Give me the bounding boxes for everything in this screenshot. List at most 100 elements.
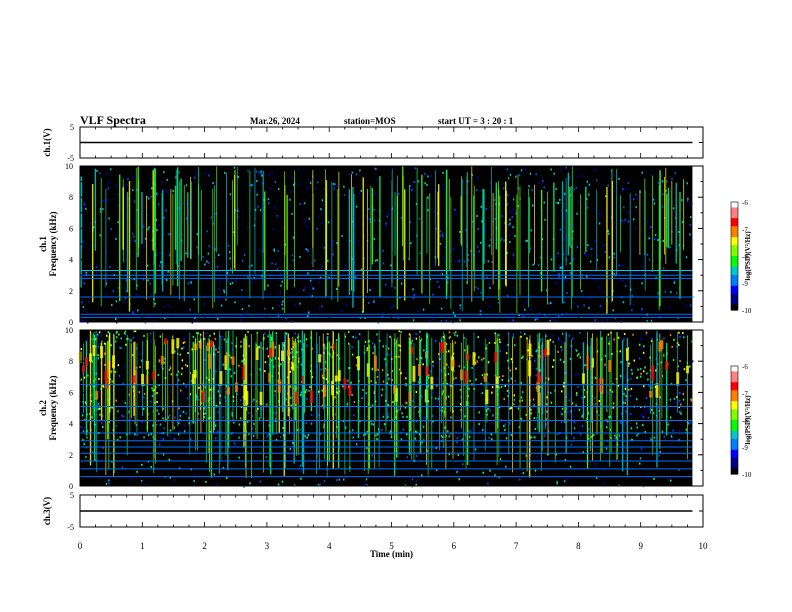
noise-speck <box>541 238 544 241</box>
noise-speck <box>682 398 685 401</box>
noise-speck <box>155 192 158 195</box>
noise-speck <box>347 409 349 412</box>
noise-speck <box>512 319 514 322</box>
noise-speck <box>456 334 459 337</box>
noise-speck <box>108 182 110 185</box>
noise-speck <box>111 303 113 306</box>
noise-speck <box>670 435 673 438</box>
noise-speck <box>364 340 367 343</box>
colorbar-cell <box>731 441 738 445</box>
colorbar-cell <box>731 387 738 391</box>
noise-speck <box>359 420 361 423</box>
noise-speck <box>653 196 656 199</box>
noise-speck <box>417 180 420 183</box>
noise-speck <box>551 334 554 337</box>
noise-speck <box>465 420 468 423</box>
noise-speck <box>389 335 391 338</box>
noise-speck <box>348 342 350 345</box>
colorbar-cell <box>731 468 738 472</box>
noise-speck <box>253 224 256 227</box>
noise-speck <box>377 368 379 371</box>
hiss-blob <box>408 391 412 402</box>
noise-speck <box>678 439 680 442</box>
noise-speck <box>374 167 377 170</box>
colorbar-cell <box>731 283 738 287</box>
noise-speck <box>335 339 338 342</box>
colorbar-cell <box>731 218 738 222</box>
noise-speck <box>675 292 678 295</box>
noise-speck <box>405 382 407 385</box>
noise-speck <box>265 403 268 406</box>
noise-speck <box>432 293 434 296</box>
noise-speck <box>155 423 158 426</box>
colorbar-tick-label: -7 <box>742 226 748 234</box>
noise-speck <box>487 336 489 339</box>
noise-speck <box>503 239 505 242</box>
noise-speck <box>565 166 567 169</box>
noise-speck <box>119 346 121 349</box>
noise-speck <box>97 354 99 357</box>
noise-speck <box>595 279 597 282</box>
noise-speck <box>172 424 175 427</box>
noise-speck <box>532 398 535 401</box>
noise-speck <box>513 394 515 397</box>
noise-speck <box>612 438 615 441</box>
noise-speck <box>228 354 231 357</box>
noise-speck <box>133 200 136 203</box>
noise-speck <box>300 393 302 396</box>
noise-speck <box>585 186 588 189</box>
noise-speck <box>109 339 112 342</box>
hiss-blob <box>331 380 335 396</box>
noise-speck <box>366 349 368 352</box>
noise-speck <box>368 340 371 343</box>
noise-speck <box>525 454 528 457</box>
noise-speck <box>274 206 276 209</box>
noise-speck <box>214 424 217 427</box>
noise-speck <box>543 313 546 316</box>
noise-speck <box>319 276 322 279</box>
noise-speck <box>191 348 194 351</box>
noise-speck <box>307 272 309 275</box>
noise-speck <box>509 222 511 225</box>
noise-speck <box>678 401 681 404</box>
noise-speck <box>422 308 425 311</box>
noise-speck <box>163 217 166 220</box>
noise-speck <box>102 384 104 387</box>
noise-speck <box>279 291 282 294</box>
noise-speck <box>424 416 426 419</box>
noise-speck <box>629 288 632 291</box>
noise-speck <box>156 409 158 412</box>
colorbar-cell <box>731 457 738 462</box>
noise-speck <box>458 469 460 472</box>
noise-speck <box>478 250 480 253</box>
noise-speck <box>653 424 655 427</box>
noise-speck <box>594 422 597 425</box>
colorbar-cell <box>731 307 738 311</box>
noise-speck <box>476 245 479 248</box>
channel-label: ch.1 <box>38 236 48 252</box>
noise-speck <box>186 397 189 400</box>
noise-speck <box>330 335 333 338</box>
noise-speck <box>441 392 443 395</box>
noise-speck <box>251 427 254 430</box>
noise-speck <box>563 238 565 241</box>
noise-speck <box>237 175 239 178</box>
noise-speck <box>384 283 387 286</box>
colorbar-cell <box>731 384 738 389</box>
noise-speck <box>183 430 186 433</box>
noise-speck <box>440 434 443 437</box>
noise-speck <box>315 397 317 400</box>
noise-speck <box>292 183 295 186</box>
noise-speck <box>334 340 337 343</box>
noise-speck <box>312 401 315 404</box>
hiss-blob <box>81 365 85 373</box>
noise-speck <box>677 316 680 319</box>
noise-speck <box>570 245 572 248</box>
noise-speck <box>451 248 454 251</box>
noise-speck <box>344 267 347 270</box>
noise-speck <box>194 315 196 318</box>
noise-speck <box>307 250 309 253</box>
noise-speck <box>154 302 157 305</box>
noise-speck <box>586 206 589 209</box>
